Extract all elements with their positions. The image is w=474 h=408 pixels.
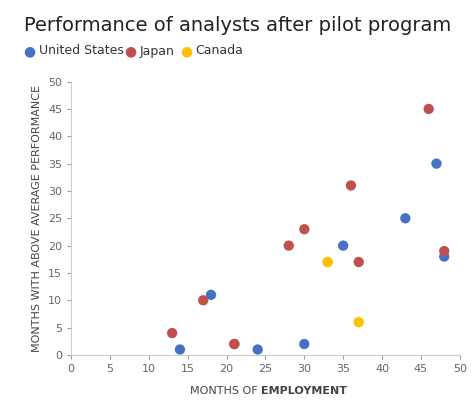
Text: Performance of analysts after pilot program: Performance of analysts after pilot prog… [24,16,451,35]
Japan [301,226,308,233]
Japan [347,182,355,189]
Japan [285,242,292,249]
United States [254,346,262,353]
Text: United States: United States [39,44,124,58]
United States [176,346,184,353]
United States [401,215,409,222]
United States [433,160,440,167]
Japan [425,106,432,112]
United States [339,242,347,249]
Japan [230,341,238,347]
Text: Japan: Japan [140,44,175,58]
United States [440,253,448,260]
Japan [230,341,238,347]
Canada [324,259,331,265]
Japan [355,259,363,265]
Text: EMPLOYMENT: EMPLOYMENT [261,386,346,396]
Y-axis label: MONTHS WITH ABOVE AVERAGE PERFORMANCE: MONTHS WITH ABOVE AVERAGE PERFORMANCE [32,85,42,352]
United States [301,341,308,347]
United States [207,292,215,298]
Text: ●: ● [180,44,192,58]
Text: Canada: Canada [195,44,243,58]
Japan [168,330,176,336]
Canada [355,319,363,326]
Japan [440,248,448,254]
Canada [324,259,331,265]
Japan [200,297,207,304]
Text: ●: ● [125,44,137,58]
Text: ●: ● [24,44,36,58]
Text: MONTHS OF: MONTHS OF [190,386,261,396]
